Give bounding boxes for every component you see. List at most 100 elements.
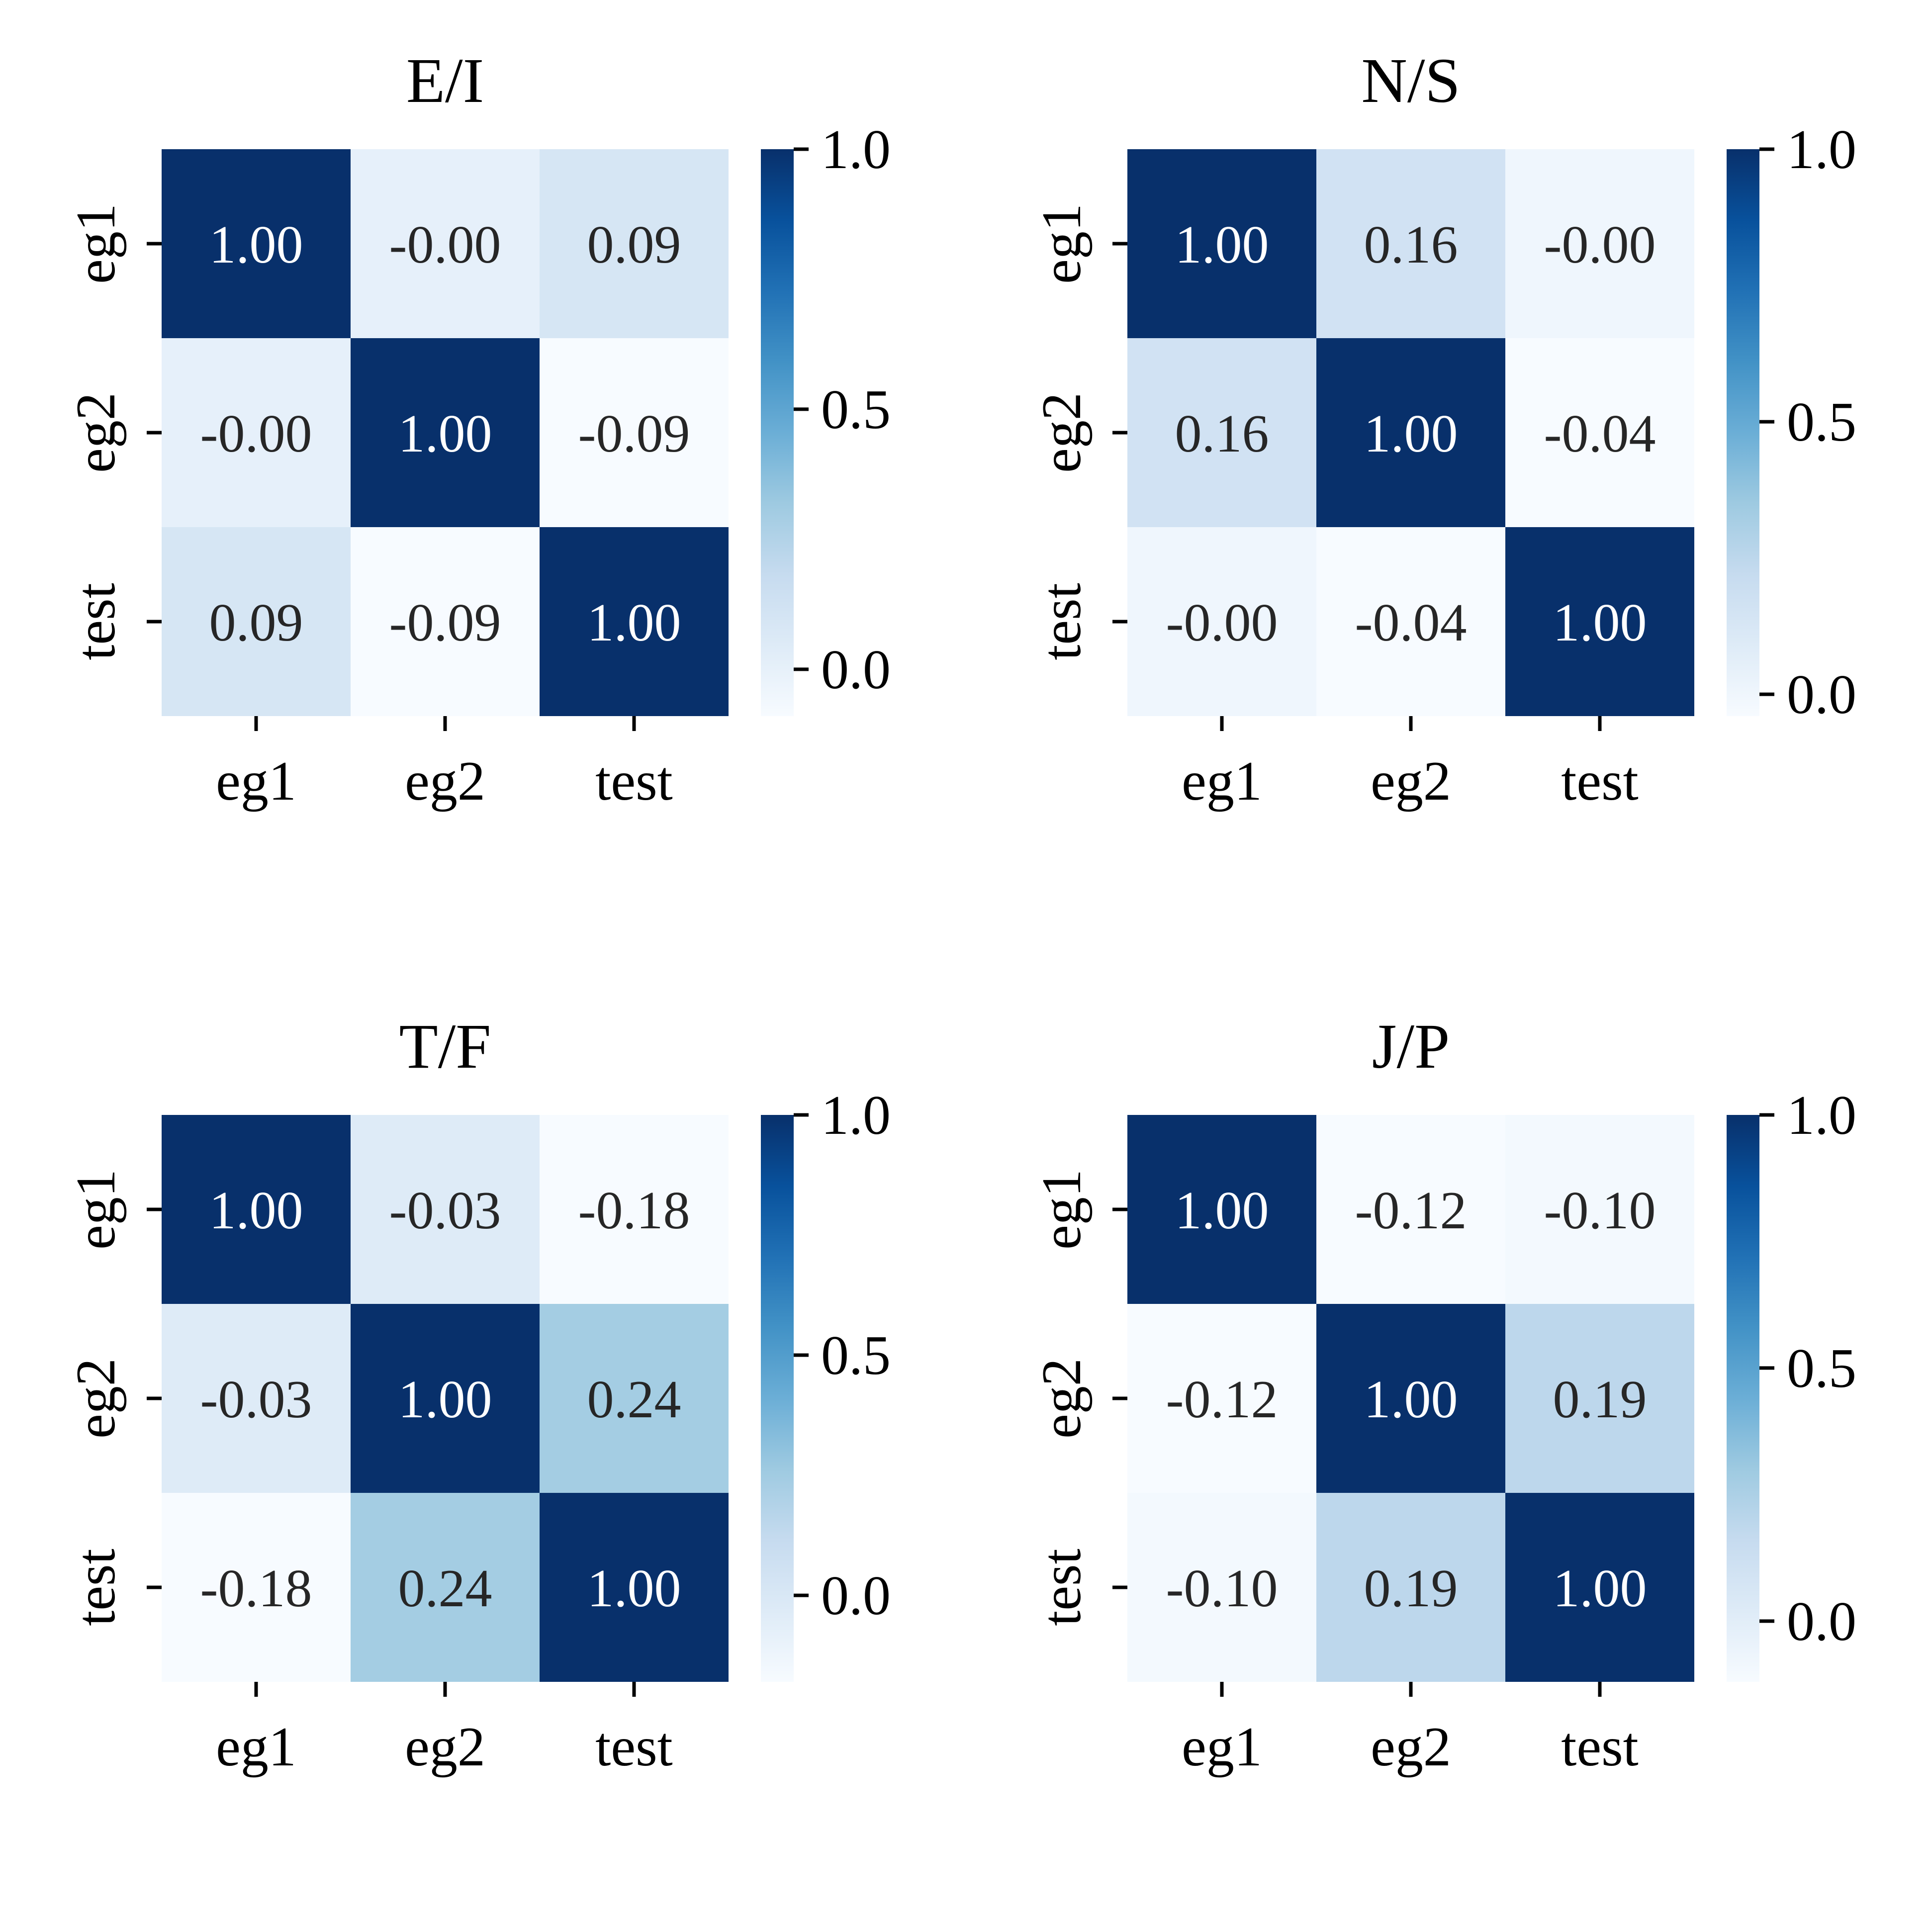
panel-title: T/F bbox=[399, 1011, 491, 1082]
y-tick-label: eg2 bbox=[1031, 1358, 1093, 1439]
colorbar-tick-label: 0.5 bbox=[1787, 391, 1856, 453]
colorbar-tick-label: 0.5 bbox=[821, 379, 891, 441]
heatmap-cell bbox=[1127, 149, 1316, 338]
colorbar bbox=[761, 149, 794, 716]
heatmap-panel: N/S 1.00 0.16 -0.00 0.16 1.00 -0.04 -0.00 -0.04 1… bbox=[1031, 45, 1856, 812]
heatmap-cell bbox=[162, 527, 351, 716]
heatmap-cell bbox=[162, 1493, 351, 1682]
heatmap-cell bbox=[1127, 1115, 1316, 1304]
cell-value-label: -0.03 bbox=[389, 1181, 501, 1240]
heatmap-cell bbox=[1505, 338, 1694, 527]
y-tick-label: test bbox=[65, 583, 127, 660]
cell-value-label: -0.10 bbox=[1166, 1559, 1278, 1618]
colorbar-tick-label: 0.5 bbox=[1787, 1338, 1856, 1399]
cell-value-label: 0.24 bbox=[398, 1559, 492, 1618]
cell-value-label: -0.09 bbox=[578, 404, 690, 463]
heatmap-cell bbox=[351, 527, 540, 716]
colorbar-tick-label: 1.0 bbox=[1787, 1085, 1856, 1146]
heatmap-cell bbox=[351, 149, 540, 338]
heatmap-cell bbox=[162, 1115, 351, 1304]
cell-value-label: -0.00 bbox=[389, 215, 501, 275]
x-tick-label: eg2 bbox=[1371, 750, 1451, 812]
heatmap-cell bbox=[1127, 1304, 1316, 1493]
cell-value-label: 1.00 bbox=[209, 215, 303, 275]
colorbar bbox=[761, 1115, 794, 1682]
heatmap-panel: T/F 1.00 -0.03 -0.18 -0.03 1.00 0.24 -0.18 0.24 1… bbox=[65, 1011, 891, 1778]
cell-value-label: 1.00 bbox=[398, 404, 492, 463]
cell-value-label: 0.19 bbox=[1364, 1559, 1458, 1618]
heatmap-cell bbox=[162, 149, 351, 338]
colorbar-tick-label: 0.0 bbox=[821, 639, 891, 701]
heatmap-cell bbox=[351, 1115, 540, 1304]
heatmap-cell bbox=[1316, 338, 1505, 527]
heatmap-cell bbox=[351, 1304, 540, 1493]
cell-value-label: 1.00 bbox=[587, 593, 681, 652]
heatmap-cell bbox=[1127, 527, 1316, 716]
colorbar-tick-label: 0.0 bbox=[821, 1565, 891, 1627]
colorbar-tick-label: 0.5 bbox=[821, 1325, 891, 1386]
cell-value-label: -0.04 bbox=[1355, 593, 1467, 652]
cell-value-label: -0.00 bbox=[1544, 215, 1656, 275]
x-tick-label: eg1 bbox=[216, 750, 296, 812]
x-tick-label: test bbox=[1561, 750, 1639, 812]
cell-value-label: 0.09 bbox=[209, 593, 303, 652]
colorbar bbox=[1727, 1115, 1759, 1682]
x-tick-label: eg2 bbox=[405, 1716, 485, 1778]
y-tick-label: eg1 bbox=[65, 203, 127, 284]
heatmap-panel: J/P 1.00 -0.12 -0.10 -0.12 1.00 0.19 -0.10 0.19 1… bbox=[1031, 1011, 1856, 1778]
cell-value-label: -0.09 bbox=[389, 593, 501, 652]
heatmap-cell bbox=[1505, 1304, 1694, 1493]
heatmap-cell bbox=[540, 1115, 729, 1304]
heatmap-cell bbox=[1316, 1115, 1505, 1304]
cell-value-label: 1.00 bbox=[587, 1559, 681, 1618]
panel-title: E/I bbox=[406, 45, 484, 116]
panel-title: N/S bbox=[1361, 45, 1460, 116]
y-tick-label: eg1 bbox=[1031, 203, 1093, 284]
colorbar-tick-label: 0.0 bbox=[1787, 664, 1856, 726]
heatmap-cell bbox=[1505, 149, 1694, 338]
cell-value-label: 0.24 bbox=[587, 1370, 681, 1429]
heatmap-cell bbox=[1316, 527, 1505, 716]
x-tick-label: eg2 bbox=[405, 750, 485, 812]
y-tick-label: eg2 bbox=[65, 1358, 127, 1439]
x-tick-label: test bbox=[595, 1716, 673, 1778]
cell-value-label: 1.00 bbox=[1553, 1559, 1647, 1618]
cell-value-label: 1.00 bbox=[1364, 404, 1458, 463]
cell-value-label: 1.00 bbox=[398, 1370, 492, 1429]
cell-value-label: -0.12 bbox=[1166, 1370, 1278, 1429]
cell-value-label: 1.00 bbox=[1175, 1181, 1269, 1240]
cell-value-label: 0.19 bbox=[1553, 1370, 1647, 1429]
cell-value-label: 1.00 bbox=[1553, 593, 1647, 652]
heatmap-cell bbox=[540, 149, 729, 338]
y-tick-label: test bbox=[65, 1549, 127, 1626]
cell-value-label: -0.03 bbox=[200, 1370, 312, 1429]
heatmap-cell bbox=[351, 1493, 540, 1682]
cell-value-label: 1.00 bbox=[1175, 215, 1269, 275]
heatmap-cell bbox=[540, 1304, 729, 1493]
heatmap-cell bbox=[1316, 1304, 1505, 1493]
y-tick-label: eg2 bbox=[65, 392, 127, 473]
cell-value-label: -0.00 bbox=[1166, 593, 1278, 652]
cell-value-label: -0.18 bbox=[200, 1559, 312, 1618]
heatmap-cell bbox=[1505, 1115, 1694, 1304]
heatmap-cell bbox=[1505, 527, 1694, 716]
heatmap-cell bbox=[540, 527, 729, 716]
x-tick-label: test bbox=[1561, 1716, 1639, 1778]
y-tick-label: eg1 bbox=[65, 1169, 127, 1250]
x-tick-label: eg1 bbox=[1182, 750, 1262, 812]
panel-title: J/P bbox=[1372, 1011, 1450, 1082]
cell-value-label: -0.12 bbox=[1355, 1181, 1467, 1240]
heatmap-cell bbox=[1316, 149, 1505, 338]
cell-value-label: 0.16 bbox=[1175, 404, 1269, 463]
x-tick-label: eg2 bbox=[1371, 1716, 1451, 1778]
x-tick-label: eg1 bbox=[1182, 1716, 1262, 1778]
cell-value-label: 0.09 bbox=[587, 215, 681, 275]
cell-value-label: 1.00 bbox=[209, 1181, 303, 1240]
colorbar-tick-label: 1.0 bbox=[821, 1085, 891, 1146]
x-tick-label: test bbox=[595, 750, 673, 812]
heatmap-cell bbox=[162, 338, 351, 527]
heatmap-panel: E/I 1.00 -0.00 0.09 -0.00 1.00 -0.09 0.09 -0.09 1… bbox=[65, 45, 891, 812]
heatmap-cell bbox=[540, 338, 729, 527]
y-tick-label: test bbox=[1031, 1549, 1093, 1626]
